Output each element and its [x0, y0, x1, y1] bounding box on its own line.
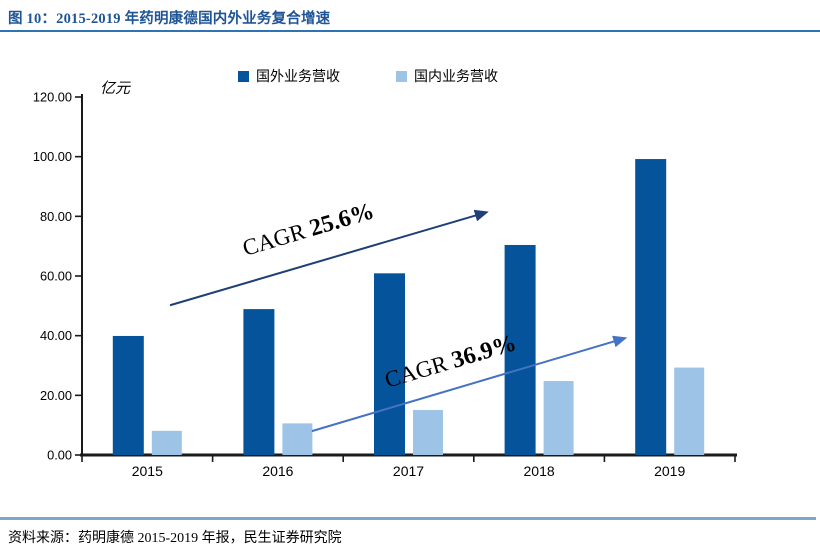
y-axis-tick-label: 0.00 [47, 448, 72, 463]
bar-chart: 0.00 20.00 40.00 60.00 80.00 100.00 120.00 2015… [33, 90, 737, 479]
cagr-arrow-0 [169, 209, 489, 307]
bar-2016-series0 [243, 309, 275, 455]
y-axis-tick-label: 40.00 [40, 328, 72, 343]
cagr-label-0: CAGR 25.6% [240, 198, 377, 261]
legend-marker-overseas-icon [238, 70, 249, 82]
x-category-label: 2016 [262, 463, 293, 479]
source-text: 资料来源：药明康德 2015-2019 年报，民生证券研究院 [8, 531, 342, 546]
bar-2019-series0 [635, 159, 667, 455]
bar-2015-series0 [112, 335, 144, 455]
cagr-arrow-1 [311, 335, 628, 433]
y-axis-tick-label: 20.00 [40, 388, 72, 403]
x-category-label: 2017 [393, 463, 424, 479]
bar-2017-series0 [374, 273, 405, 455]
y-axis-unit-label: 亿元 [100, 81, 131, 97]
bar-2017-series1 [413, 409, 443, 455]
title-divider [0, 30, 820, 32]
x-category-label: 2015 [132, 463, 163, 479]
legend-label-domestic: 国内业务营收 [414, 70, 498, 85]
bar-2018-series0 [504, 244, 536, 455]
y-axis-tick-label: 60.00 [40, 269, 72, 284]
legend-label-overseas: 国外业务营收 [256, 70, 340, 85]
legend: 国外业务营收 国内业务营收 [238, 66, 498, 86]
x-category-label: 2018 [524, 463, 555, 479]
bar-2015-series1 [151, 430, 182, 455]
y-axis-tick-label: 120.00 [33, 90, 72, 105]
bar-2016-series1 [282, 423, 313, 455]
legend-item-overseas: 国外业务营收 [238, 66, 340, 86]
figure-title: 图 10：2015-2019 年药明康德国内外业务复合增速 [8, 11, 331, 27]
legend-marker-domestic-icon [396, 70, 407, 82]
bar-2019-series1 [674, 367, 705, 455]
y-axis-tick-label: 80.00 [40, 209, 72, 224]
legend-item-domestic: 国内业务营收 [396, 66, 498, 86]
bar-2018-series1 [543, 381, 574, 455]
x-category-label: 2019 [654, 463, 685, 479]
y-axis-tick-label: 100.00 [33, 149, 72, 164]
source-divider [0, 517, 816, 520]
